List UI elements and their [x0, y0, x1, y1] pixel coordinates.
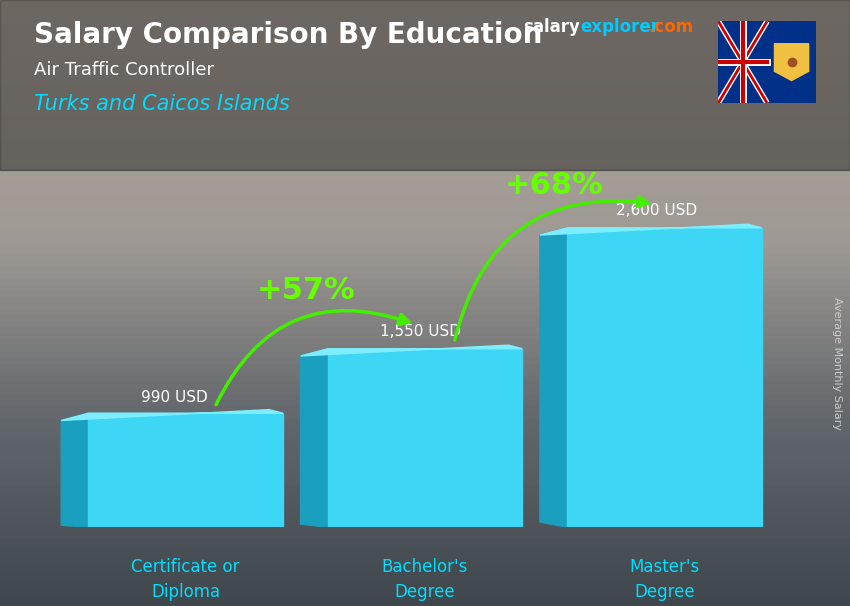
Polygon shape: [540, 228, 567, 527]
Polygon shape: [328, 349, 522, 527]
Polygon shape: [567, 228, 762, 527]
Text: Air Traffic Controller: Air Traffic Controller: [34, 61, 214, 79]
Polygon shape: [61, 413, 88, 527]
Text: .com: .com: [649, 18, 694, 36]
Polygon shape: [301, 345, 522, 356]
Text: +57%: +57%: [258, 276, 356, 305]
Text: explorer: explorer: [581, 18, 660, 36]
Text: 990 USD: 990 USD: [141, 390, 207, 405]
Text: +68%: +68%: [505, 171, 604, 200]
Text: 2,600 USD: 2,600 USD: [615, 203, 697, 218]
Text: Average Monthly Salary: Average Monthly Salary: [832, 297, 842, 430]
Text: 1,550 USD: 1,550 USD: [380, 324, 461, 339]
Text: Master's
Degree: Master's Degree: [629, 558, 700, 601]
Polygon shape: [774, 44, 808, 81]
Text: Bachelor's
Degree: Bachelor's Degree: [382, 558, 468, 601]
Polygon shape: [61, 410, 283, 421]
Text: salary: salary: [523, 18, 580, 36]
Polygon shape: [540, 224, 762, 235]
Polygon shape: [88, 413, 283, 527]
Text: Salary Comparison By Education: Salary Comparison By Education: [34, 21, 542, 49]
Text: Turks and Caicos Islands: Turks and Caicos Islands: [34, 94, 290, 114]
Polygon shape: [301, 349, 328, 527]
Text: Certificate or
Diploma: Certificate or Diploma: [132, 558, 240, 601]
